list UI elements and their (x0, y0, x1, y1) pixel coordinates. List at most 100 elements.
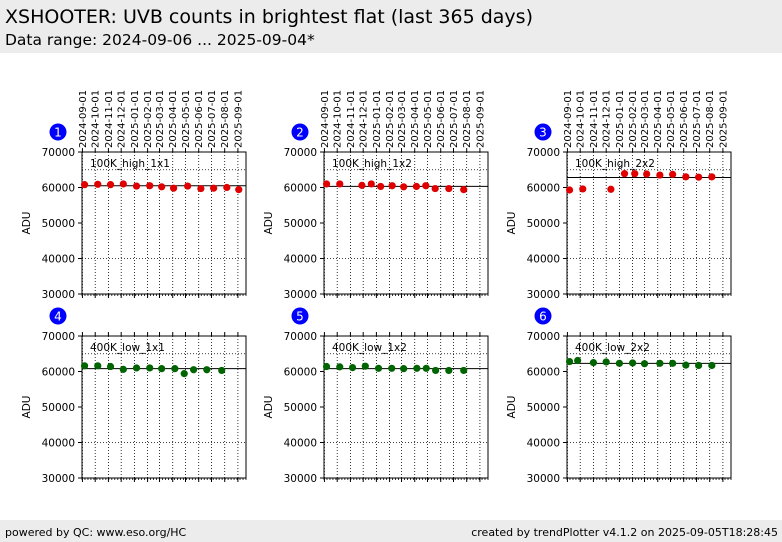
y-tick-label: 30000 (42, 289, 75, 301)
data-point (358, 181, 366, 189)
data-point (620, 170, 629, 178)
panel-number-badge (291, 307, 309, 325)
series-label: 400K_low_2x2 (575, 342, 650, 354)
y-tick-label: 60000 (42, 367, 75, 379)
plot-frame (81, 335, 247, 479)
x-tick-label: 2025-07-01 (692, 90, 703, 148)
panel-number-label: 2 (296, 126, 304, 140)
data-point (640, 360, 649, 368)
y-tick-label: 30000 (284, 473, 317, 485)
series-label: 100K_high_1x2 (332, 158, 412, 170)
x-tick-label: 2024-10-01 (333, 90, 344, 148)
y-tick-label: 70000 (527, 147, 560, 159)
y-axis-label: ADU (263, 212, 275, 235)
y-axis-label: ADU (263, 396, 275, 419)
x-tick-label: 2025-09-01 (475, 90, 486, 148)
data-point (460, 366, 468, 375)
data-point (377, 182, 385, 191)
x-tick-label: 2025-01-01 (615, 90, 626, 148)
plot-frame (323, 151, 489, 295)
data-point (607, 185, 615, 193)
x-tick-label: 2024-12-01 (602, 90, 613, 148)
data-point (400, 183, 408, 191)
series-label: 100K_high_1x1 (90, 158, 170, 170)
data-point (412, 182, 421, 191)
y-tick-label: 60000 (527, 183, 560, 195)
x-tick-label: 2024-12-01 (359, 90, 370, 148)
data-point (682, 173, 690, 181)
data-point (708, 173, 716, 181)
data-point (146, 182, 154, 190)
data-point (589, 359, 598, 367)
panel-number-badge (534, 307, 552, 325)
x-tick-label: 2025-01-01 (372, 90, 383, 148)
panel-number-label: 4 (54, 310, 62, 324)
data-point (388, 364, 396, 372)
data-point (367, 180, 375, 188)
footer-created-by: created by trendPlotter v4.1.2 on 2025-0… (471, 526, 778, 539)
series-label: 100K_high_2x2 (575, 158, 655, 170)
data-point (348, 363, 357, 372)
x-tick-label: 2025-09-01 (233, 90, 244, 148)
data-point (656, 171, 664, 179)
data-point (190, 366, 198, 374)
panel-number-label: 5 (296, 310, 304, 324)
data-point (158, 365, 166, 373)
y-tick-label: 50000 (527, 402, 560, 414)
x-tick-label: 2025-01-01 (130, 90, 141, 148)
data-point (119, 180, 127, 188)
data-point (119, 365, 127, 373)
data-point (171, 365, 179, 373)
x-tick-label: 2025-05-01 (423, 90, 434, 148)
plot-frame (81, 151, 247, 295)
y-tick-label: 30000 (527, 289, 560, 301)
data-point (400, 365, 408, 373)
x-tick-label: 2025-03-01 (155, 90, 166, 148)
y-tick-label: 70000 (527, 331, 560, 343)
data-point (158, 183, 166, 191)
y-axis-label: ADU (506, 212, 518, 235)
data-point (106, 181, 115, 189)
data-point (579, 185, 587, 193)
x-tick-label: 2025-06-01 (194, 90, 205, 148)
panel-number-label: 6 (539, 310, 547, 324)
data-point (94, 362, 102, 370)
header-bar: XSHOOTER: UVB counts in brightest flat (… (0, 0, 782, 53)
panel-number-badge (49, 123, 67, 141)
data-point (210, 184, 218, 192)
x-tick-label: 2024-11-01 (346, 90, 357, 148)
data-point (80, 362, 89, 370)
data-point (682, 361, 690, 369)
x-tick-label: 2025-04-01 (168, 90, 179, 148)
y-tick-label: 30000 (42, 473, 75, 485)
y-tick-label: 40000 (527, 438, 560, 450)
data-point (197, 184, 205, 193)
x-tick-label: 2025-02-01 (628, 90, 639, 148)
data-point (203, 366, 211, 374)
data-point (422, 364, 430, 372)
plot-frame (323, 335, 489, 479)
x-tick-label: 2025-07-01 (449, 90, 460, 148)
data-point (94, 180, 102, 188)
data-point (669, 170, 677, 178)
data-range-subtitle: Data range: 2024-09-06 ... 2025-09-04* (5, 31, 315, 49)
data-point (615, 359, 623, 367)
x-tick-label: 2024-10-01 (576, 90, 587, 148)
y-tick-label: 70000 (42, 331, 75, 343)
x-tick-label: 2024-09-01 (78, 90, 89, 148)
x-tick-label: 2024-09-01 (320, 90, 331, 148)
x-tick-label: 2024-12-01 (117, 90, 128, 148)
y-tick-label: 70000 (284, 331, 317, 343)
y-tick-label: 50000 (527, 218, 560, 230)
x-tick-label: 2024-09-01 (563, 90, 574, 148)
y-tick-label: 60000 (284, 183, 317, 195)
footer-powered-by[interactable]: powered by QC: www.eso.org/HC (5, 526, 187, 539)
data-point (602, 358, 610, 366)
y-tick-label: 50000 (42, 402, 75, 414)
data-point (322, 362, 331, 371)
data-point (656, 359, 664, 367)
x-tick-label: 2025-05-01 (181, 90, 192, 148)
x-tick-label: 2024-10-01 (91, 90, 102, 148)
